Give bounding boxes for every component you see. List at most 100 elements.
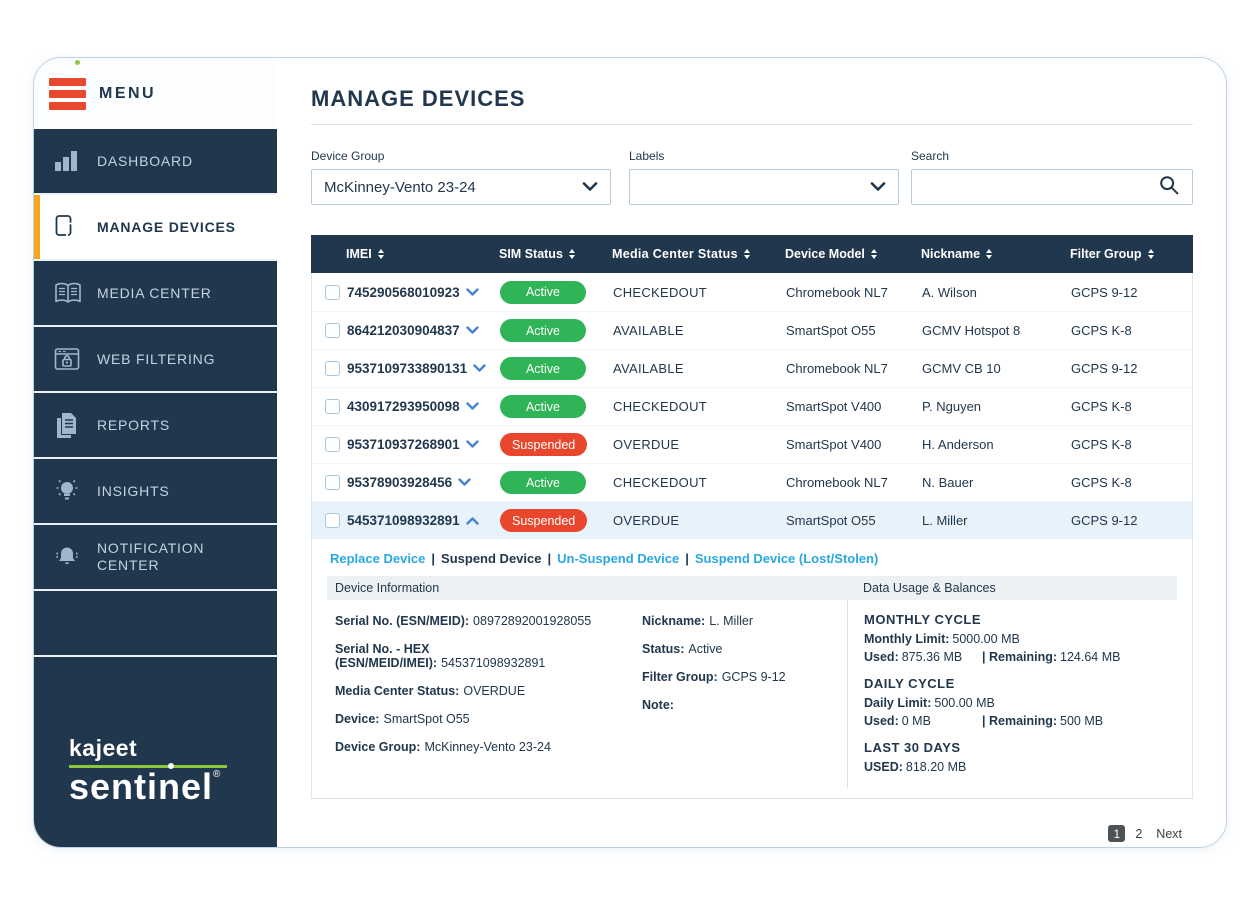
- row-expand-chevron-icon[interactable]: [465, 402, 479, 411]
- sidebar-item-web-filtering[interactable]: WEB FILTERING: [34, 327, 277, 391]
- device-information-title: Device Information: [335, 581, 440, 595]
- column-header-device-model[interactable]: Device Model: [785, 247, 921, 261]
- hamburger-menu-icon[interactable]: [49, 77, 86, 110]
- logo-sentinel-text: sentinel: [69, 766, 214, 807]
- sidebar-item-label: MANAGE DEVICES: [97, 218, 236, 235]
- filter-group: GCPS 9-12: [1071, 284, 1138, 300]
- sort-icon[interactable]: [986, 249, 993, 259]
- nickname: L. Miller: [922, 513, 968, 528]
- sidebar-item-manage-devices[interactable]: MANAGE DEVICES: [34, 195, 277, 259]
- imei-value: 545371098932891: [347, 513, 460, 528]
- sort-icon[interactable]: [870, 249, 877, 259]
- lightbulb-icon: [54, 478, 84, 504]
- open-book-icon: [54, 281, 84, 305]
- filter-group: GCPS 9-12: [1071, 513, 1138, 528]
- filter-group: GCPS K-8: [1071, 323, 1132, 338]
- logo-green-line: [69, 763, 227, 769]
- row-checkbox[interactable]: [325, 475, 340, 490]
- media-center-status: CHECKEDOUT: [613, 475, 708, 490]
- imei-value: 953710937268901: [347, 437, 460, 452]
- sidebar: MENU DASHBOARD MANAGE DEVICES MEDIA CENT…: [34, 58, 277, 847]
- unsuspend-device-link[interactable]: Un-Suspend Device: [557, 551, 680, 566]
- device-group-value: McKinney-Vento 23-24: [324, 178, 476, 196]
- sidebar-item-dashboard[interactable]: DASHBOARD: [34, 129, 277, 193]
- page-2-button[interactable]: 2: [1135, 826, 1143, 841]
- row-checkbox[interactable]: [325, 399, 340, 414]
- sidebar-item-insights[interactable]: INSIGHTS: [34, 459, 277, 523]
- table-row[interactable]: 430917293950098 Active CHECKEDOUT SmartS…: [312, 387, 1192, 425]
- row-collapse-chevron-icon[interactable]: [465, 516, 479, 525]
- device-group-select[interactable]: McKinney-Vento 23-24: [311, 169, 611, 205]
- device-group-label: Device Group: [311, 149, 385, 163]
- labels-select[interactable]: [629, 169, 899, 205]
- filter-group: GCPS 9-12: [1071, 361, 1138, 376]
- row-checkbox[interactable]: [325, 323, 340, 338]
- column-header-media-center-status[interactable]: Media Center Status: [612, 247, 785, 261]
- suspend-device-link[interactable]: Suspend Device: [441, 551, 542, 566]
- filter-bar: Device Group McKinney-Vento 23-24 Labels…: [311, 149, 1193, 205]
- sidebar-item-media-center[interactable]: MEDIA CENTER: [34, 261, 277, 325]
- replace-device-link[interactable]: Replace Device: [330, 551, 426, 566]
- imei-value: 9537109733890131: [347, 361, 468, 376]
- sort-icon[interactable]: [743, 249, 750, 259]
- row-expand-chevron-icon[interactable]: [458, 478, 471, 487]
- media-center-status: OVERDUE: [613, 437, 680, 452]
- sidebar-item-notification-center[interactable]: NOTIFICATION CENTER: [34, 525, 277, 589]
- sim-status-pill: Suspended: [500, 509, 588, 532]
- sort-icon[interactable]: [1147, 249, 1154, 259]
- sort-icon[interactable]: [568, 249, 575, 259]
- device-model: SmartSpot V400: [786, 437, 882, 452]
- table-row[interactable]: 9537109733890131 Active AVAILABLE Chrome…: [312, 349, 1192, 387]
- main-content: MANAGE DEVICES Device Group McKinney-Ven…: [277, 58, 1226, 847]
- sidebar-item-label: DASHBOARD: [97, 152, 193, 169]
- page-1-button[interactable]: 1: [1108, 825, 1126, 842]
- column-header-sim-status[interactable]: SIM Status: [499, 247, 612, 261]
- row-expand-chevron-icon[interactable]: [465, 326, 479, 335]
- row-expand-chevron-icon[interactable]: [465, 440, 479, 449]
- row-expand-chevron-icon[interactable]: [473, 364, 486, 373]
- nickname: H. Anderson: [922, 437, 994, 452]
- daily-cycle-group: DAILY CYCLE Daily Limit: 500.00 MB Used: 0…: [864, 676, 1104, 728]
- nickname: P. Nguyen: [922, 399, 982, 414]
- report-document-icon: [54, 412, 84, 438]
- row-checkbox[interactable]: [325, 513, 340, 528]
- table-row[interactable]: 864212030904837 Active AVAILABLE SmartSp…: [312, 311, 1192, 349]
- panel-section-headers: Device Information Data Usage & Balances: [327, 576, 1177, 600]
- column-header-imei[interactable]: IMEI: [311, 247, 499, 261]
- column-header-filter-group[interactable]: Filter Group: [1070, 247, 1191, 261]
- search-filter: Search: [911, 149, 1193, 205]
- table-row[interactable]: 745290568010923 Active CHECKEDOUT Chrome…: [312, 273, 1192, 311]
- chevron-down-icon: [582, 179, 598, 196]
- media-center-status: CHECKEDOUT: [613, 399, 708, 414]
- table-row[interactable]: 953710937268901 Suspended OVERDUE SmartS…: [312, 425, 1192, 463]
- logo-kajeet-text: kajeet: [69, 735, 138, 761]
- media-center-status: OVERDUE: [613, 513, 680, 528]
- sim-status-pill: Active: [500, 395, 586, 418]
- monthly-cycle-group: MONTHLY CYCLE Monthly Limit: 5000.00 MB U…: [864, 612, 1121, 664]
- sidebar-item-label: REPORTS: [97, 416, 171, 433]
- next-page-button[interactable]: Next: [1156, 826, 1182, 841]
- media-center-status: CHECKEDOUT: [613, 284, 708, 300]
- row-checkbox[interactable]: [325, 284, 340, 300]
- search-input[interactable]: [924, 177, 1158, 197]
- logo-i-dot: [168, 763, 174, 769]
- nickname: GCMV Hotspot 8: [922, 323, 1021, 338]
- table-row[interactable]: 95378903928456 Active CHECKEDOUT Chromeb…: [312, 463, 1192, 501]
- row-checkbox[interactable]: [325, 361, 340, 376]
- sort-icon[interactable]: [377, 249, 384, 259]
- data-usage-section: MONTHLY CYCLE Monthly Limit: 5000.00 MB U…: [847, 600, 1177, 788]
- row-checkbox[interactable]: [325, 437, 340, 452]
- search-icon[interactable]: [1158, 174, 1180, 200]
- detail-field: Device: SmartSpot O55: [335, 712, 470, 726]
- suspend-lost-stolen-link[interactable]: Suspend Device (Lost/Stolen): [694, 551, 879, 566]
- media-center-status: AVAILABLE: [613, 323, 684, 338]
- sidebar-item-reports[interactable]: REPORTS: [34, 393, 277, 457]
- row-expand-chevron-icon[interactable]: [465, 287, 479, 297]
- kajeet-sentinel-logo: kajeet sentinel®: [69, 60, 227, 807]
- device-model: SmartSpot O55: [786, 323, 876, 338]
- column-header-nickname[interactable]: Nickname: [921, 247, 1070, 261]
- table-row[interactable]: 545371098932891 Suspended OVERDUE SmartS…: [312, 501, 1192, 539]
- device-information-section: Serial No. (ESN/MEID): 08972892001928055 …: [327, 600, 847, 788]
- filter-group: GCPS K-8: [1071, 475, 1132, 490]
- filter-group: GCPS K-8: [1071, 399, 1132, 414]
